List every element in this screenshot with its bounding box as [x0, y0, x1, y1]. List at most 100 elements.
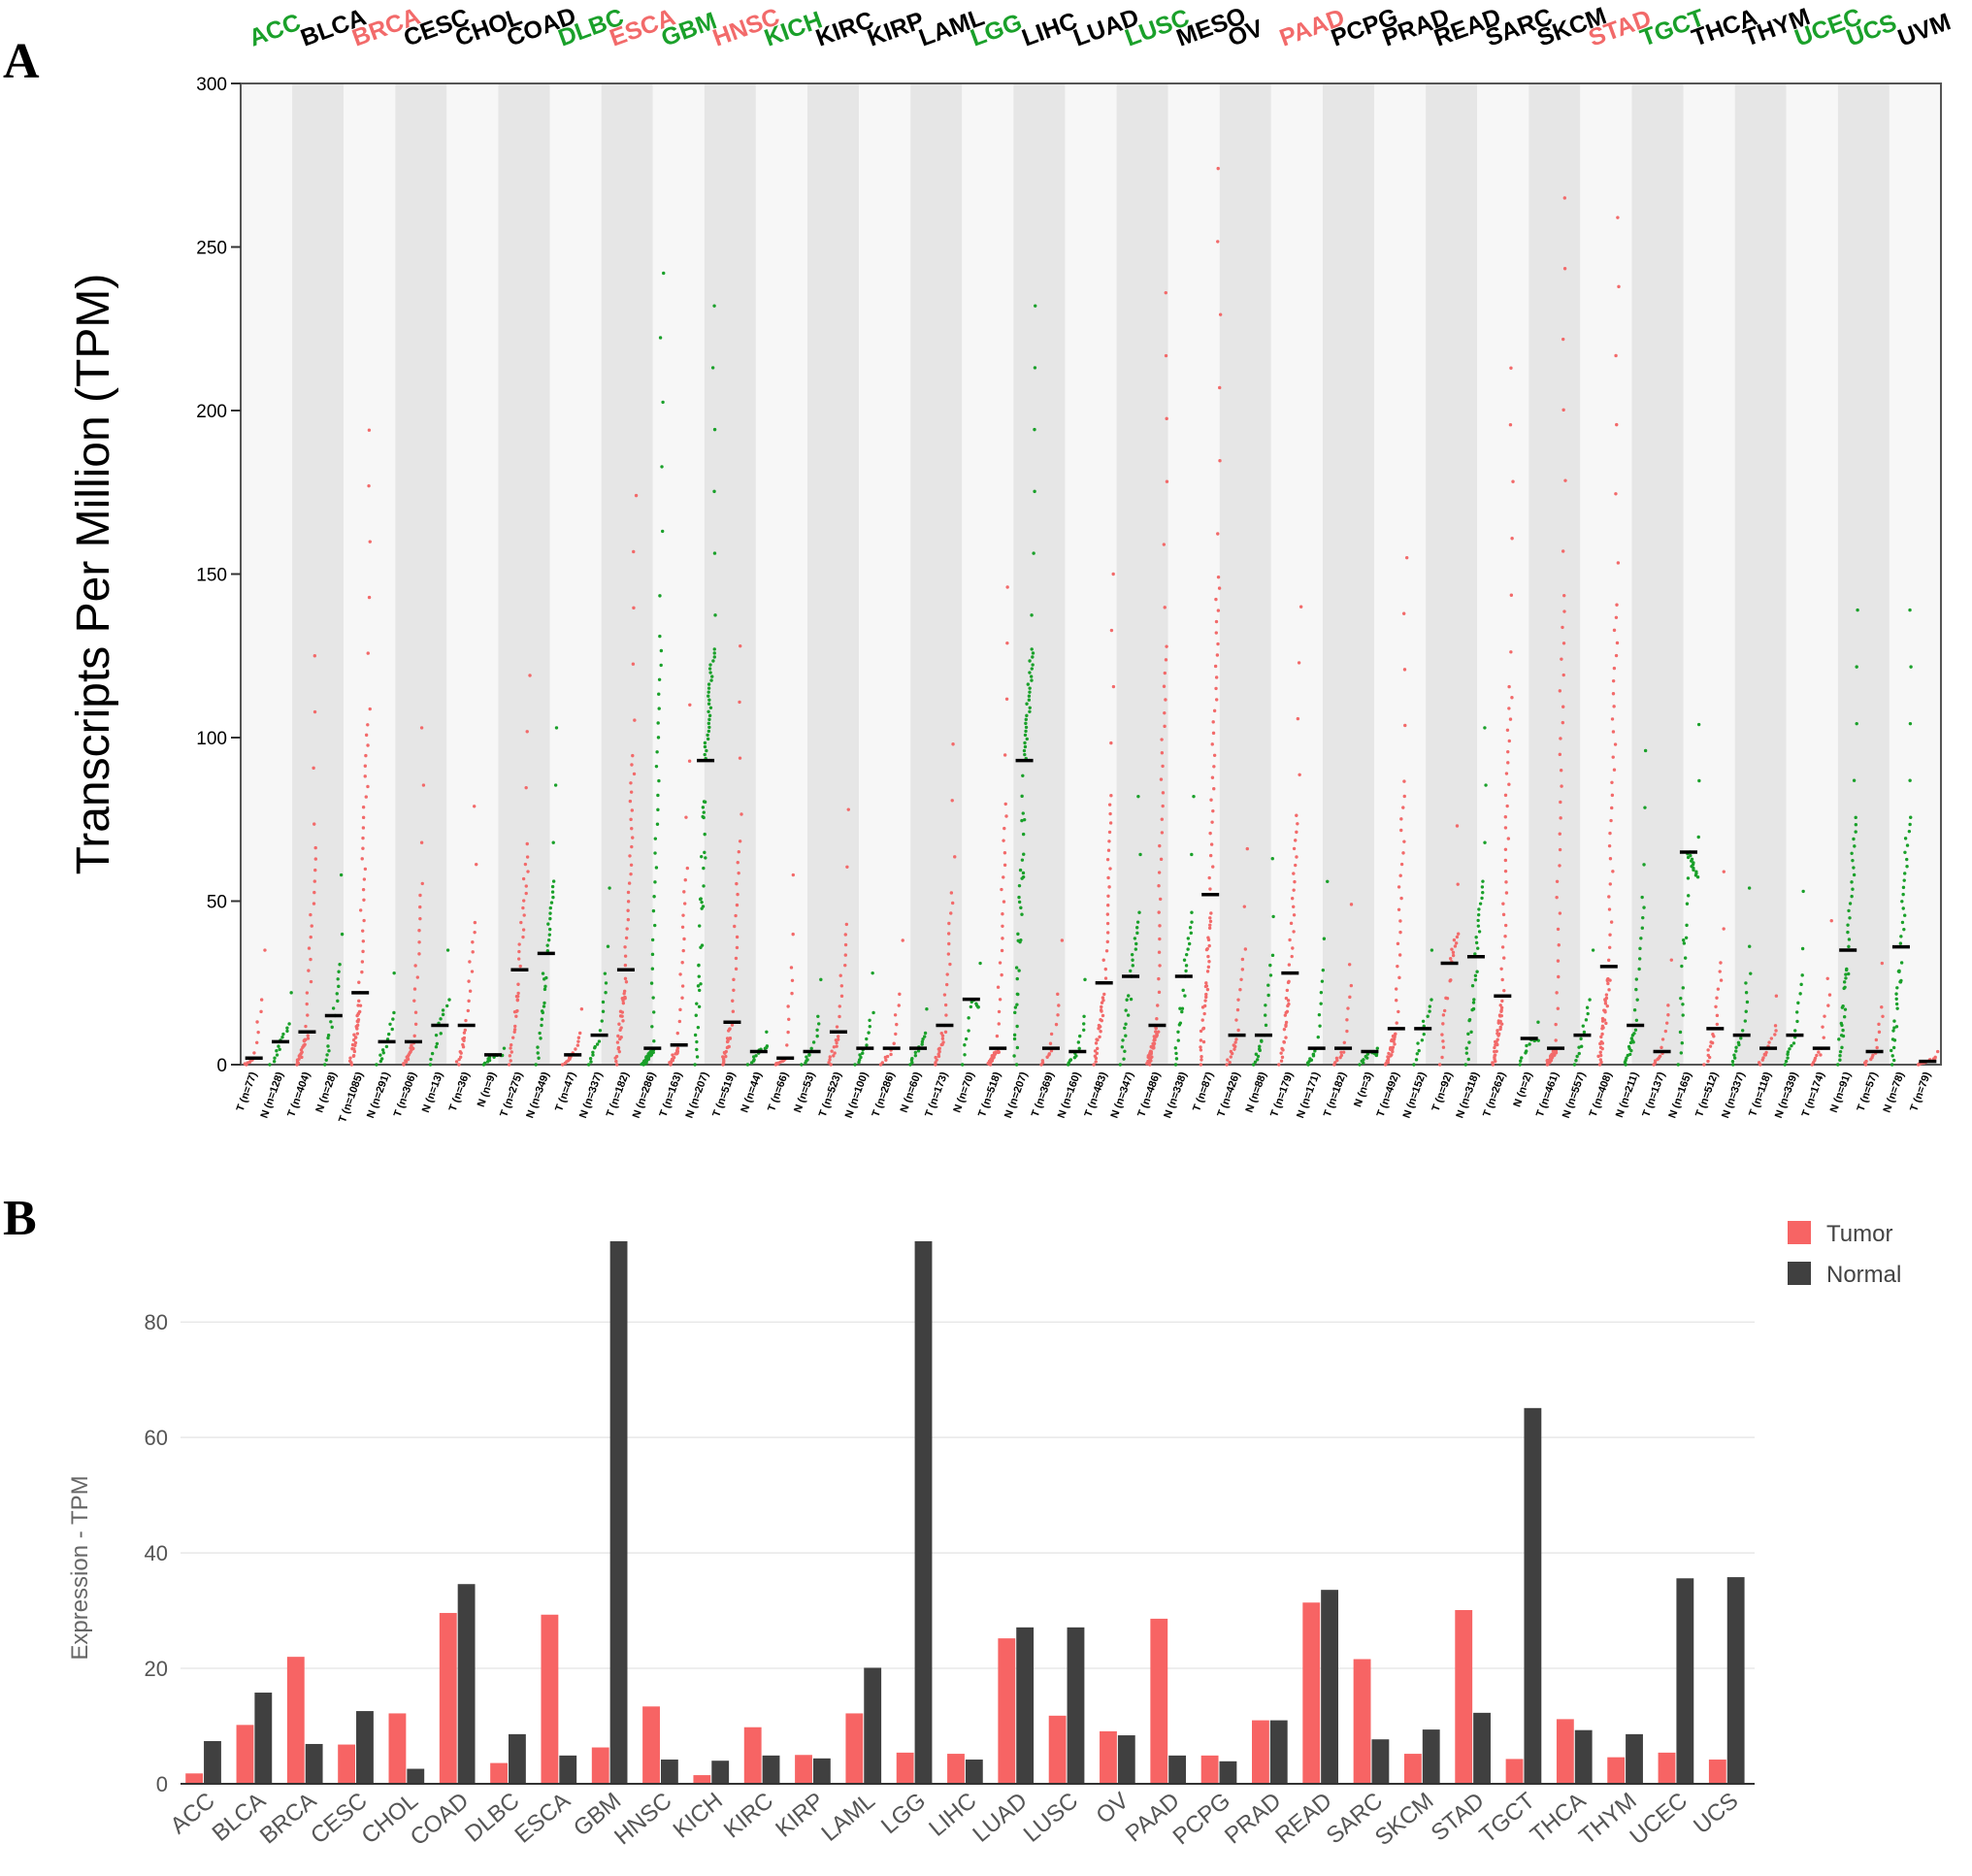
data-point — [1414, 1058, 1419, 1062]
sample-group-label: N (n=44) — [739, 1070, 764, 1114]
bar-normal — [1626, 1733, 1643, 1784]
data-point — [1322, 937, 1327, 940]
data-point — [1200, 1018, 1204, 1022]
data-point — [1764, 1050, 1768, 1055]
data-point — [1105, 939, 1109, 944]
data-point — [656, 721, 660, 725]
data-point — [1183, 994, 1187, 998]
data-point — [1575, 1054, 1579, 1059]
data-point — [1017, 883, 1022, 888]
data-point — [1635, 998, 1639, 1002]
data-point — [1025, 702, 1029, 706]
data-point — [1284, 1010, 1288, 1015]
data-point — [629, 790, 634, 794]
data-point — [1437, 1063, 1442, 1067]
data-point — [1102, 992, 1106, 997]
data-point — [362, 918, 366, 923]
sample-group-label: N (n=70) — [951, 1070, 976, 1114]
data-point — [1846, 923, 1850, 927]
data-point — [1634, 977, 1639, 981]
data-point — [712, 304, 716, 308]
data-point — [1015, 1003, 1019, 1006]
data-point — [1899, 978, 1903, 983]
data-point — [1005, 641, 1009, 645]
data-point — [1028, 706, 1032, 709]
data-point — [963, 1043, 967, 1047]
data-point — [1604, 993, 1609, 997]
data-point — [516, 957, 521, 961]
cancer-column-bg — [1270, 83, 1323, 1065]
data-point — [1839, 1021, 1843, 1026]
data-point — [1880, 961, 1885, 966]
data-point — [1203, 999, 1207, 1003]
sample-group-label: N (n=349) — [524, 1070, 551, 1120]
data-point — [731, 999, 735, 1003]
data-point — [1610, 793, 1615, 798]
data-point — [1469, 1030, 1473, 1035]
data-point — [1612, 705, 1616, 708]
data-point — [1696, 722, 1701, 727]
data-point — [362, 877, 367, 881]
data-point — [833, 1051, 837, 1055]
data-point — [1894, 997, 1898, 1001]
data-point — [1556, 959, 1561, 963]
data-point — [367, 483, 371, 488]
data-point — [338, 963, 342, 967]
data-point — [1854, 823, 1858, 827]
data-point — [280, 1035, 284, 1039]
data-point — [699, 982, 703, 986]
cancer-column-bg — [704, 83, 756, 1065]
data-point — [908, 1063, 912, 1067]
data-point — [1271, 914, 1275, 919]
bar-tumor — [1708, 1760, 1726, 1784]
data-point — [1210, 742, 1214, 746]
data-point — [1239, 977, 1243, 981]
data-point — [1520, 1056, 1524, 1060]
data-point — [1895, 986, 1899, 990]
data-point — [1558, 911, 1562, 915]
data-point — [735, 945, 740, 950]
cancer-column-bg — [1426, 83, 1478, 1065]
data-point — [1450, 947, 1454, 951]
data-point — [1455, 935, 1460, 939]
data-point — [1498, 1025, 1502, 1030]
data-point — [1105, 912, 1110, 916]
data-point — [1905, 843, 1910, 847]
data-point — [1160, 831, 1165, 835]
x-category-label: STAD — [1427, 1788, 1490, 1847]
data-point — [1838, 1058, 1842, 1062]
data-point — [837, 1035, 840, 1038]
data-point — [544, 975, 548, 980]
bar-tumor — [693, 1775, 711, 1784]
sample-group-label: T (n=179) — [1268, 1070, 1296, 1119]
data-point — [786, 1030, 790, 1035]
data-point — [1109, 741, 1113, 745]
data-point — [1319, 990, 1324, 995]
data-point — [1258, 1044, 1262, 1048]
bar-normal — [457, 1584, 476, 1784]
data-point — [738, 756, 742, 760]
data-point — [1165, 644, 1168, 648]
data-point — [1747, 886, 1752, 890]
data-point — [322, 1063, 327, 1067]
data-point — [313, 845, 317, 850]
sample-group-label: N (n=160) — [1056, 1070, 1083, 1120]
data-point — [698, 924, 702, 928]
data-point — [1890, 1063, 1894, 1067]
data-point — [366, 723, 370, 727]
data-point — [259, 998, 264, 1002]
data-point — [1477, 930, 1482, 934]
data-point — [1730, 1059, 1735, 1064]
data-point — [1519, 1059, 1523, 1063]
data-point — [1162, 684, 1167, 688]
data-point — [1499, 1009, 1503, 1013]
data-point — [1510, 537, 1514, 541]
data-point — [358, 908, 363, 912]
data-point — [1679, 996, 1683, 1001]
data-point — [1796, 1001, 1800, 1005]
data-point — [509, 1046, 512, 1050]
bar-normal — [254, 1693, 273, 1784]
data-point — [1214, 698, 1219, 702]
data-point — [515, 998, 520, 1003]
data-point — [380, 1048, 385, 1052]
